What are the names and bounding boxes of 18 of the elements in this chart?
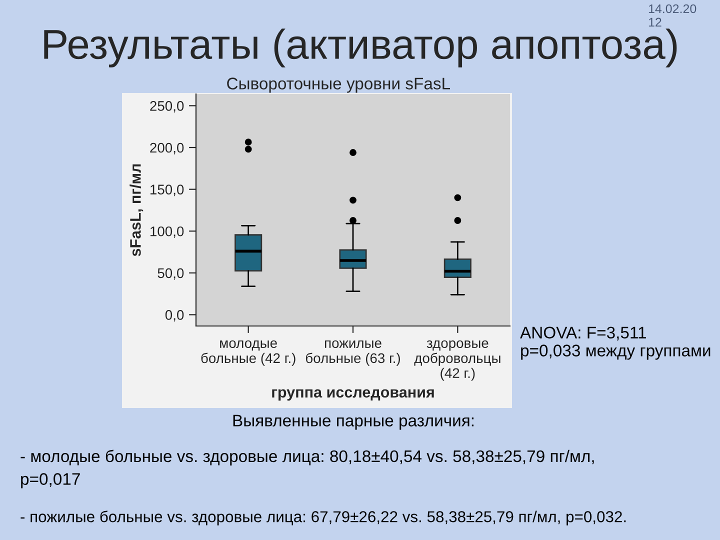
text: - пожилые больные vs. здоровые лица: 67,79±26,22 vs. 58,38±25,79 пг/мл, p=0,032.	[20, 510, 626, 526]
chart-subtitle: Сывороточные уровни sFasL	[227, 78, 450, 93]
y-tick-label: 200,0	[150, 142, 184, 154]
text: - молодые больные vs. здоровые лица: 80,18±40,54 vs. 58,38±25,79 пг/мл, p=0,017	[20, 450, 594, 488]
y-tick-label: 0,0	[165, 310, 184, 322]
text: Выявленные парные различия:	[233, 414, 474, 430]
y-tick-label: 250,0	[150, 101, 184, 113]
x-tick-label: здоровые добровольцы (42 г.)	[414, 340, 500, 381]
x-tick-label: молодые больные (42 г.)	[201, 340, 296, 366]
text: ANOVA: F=3,511 p=0,033 между группами	[520, 326, 710, 360]
y-tick-label: 150,0	[150, 184, 184, 196]
chart-title: Результаты (активатор апоптоза)	[44, 28, 677, 68]
y-tick-label: 100,0	[150, 226, 184, 238]
text: 14.02.20 12	[648, 4, 696, 27]
y-tick-label: 50,0	[158, 268, 184, 280]
x-tick-label: пожилые больные (63 г.)	[306, 340, 400, 366]
x-axis-title: группа исследования	[272, 389, 434, 401]
y-axis-title: sFasL, пг/мл	[130, 164, 144, 256]
